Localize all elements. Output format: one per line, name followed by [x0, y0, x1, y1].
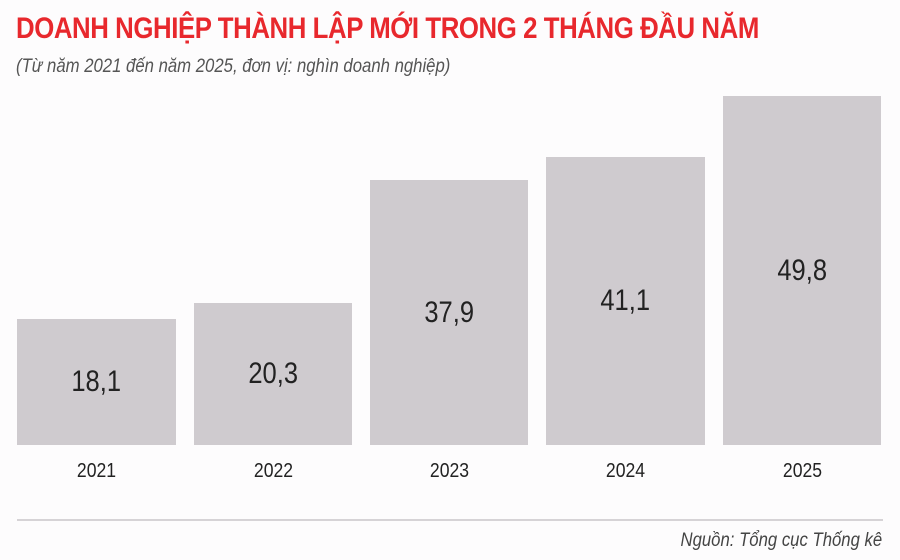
bar-2025: 49,8: [723, 96, 881, 445]
x-tick-2021: 2021: [76, 460, 117, 482]
x-tick-2022: 2022: [253, 460, 294, 482]
x-tick-2023: 2023: [429, 460, 470, 482]
bar-2021: 18,1: [17, 319, 176, 445]
bar-2024: 41,1: [546, 157, 705, 445]
bar-value-label: 41,1: [600, 284, 651, 317]
bar-2022: 20,3: [194, 303, 352, 445]
bar-value-label: 18,1: [71, 365, 122, 398]
chart-subtitle: (Từ năm 2021 đến năm 2025, đơn vị: nghìn…: [16, 56, 451, 77]
bar-value-label: 37,9: [424, 295, 474, 329]
source-note: Nguồn: Tổng cục Thống kê: [680, 530, 882, 551]
footer-divider: [17, 519, 883, 521]
bar-2023: 37,9: [370, 180, 528, 445]
bar-value-label: 49,8: [777, 253, 827, 287]
bar-value-label: 20,3: [248, 357, 298, 390]
chart-title: DOANH NGHIỆP THÀNH LẬP MỚI TRONG 2 THÁNG…: [16, 12, 759, 45]
x-tick-2024: 2024: [605, 460, 646, 482]
x-tick-2025: 2025: [782, 460, 823, 482]
